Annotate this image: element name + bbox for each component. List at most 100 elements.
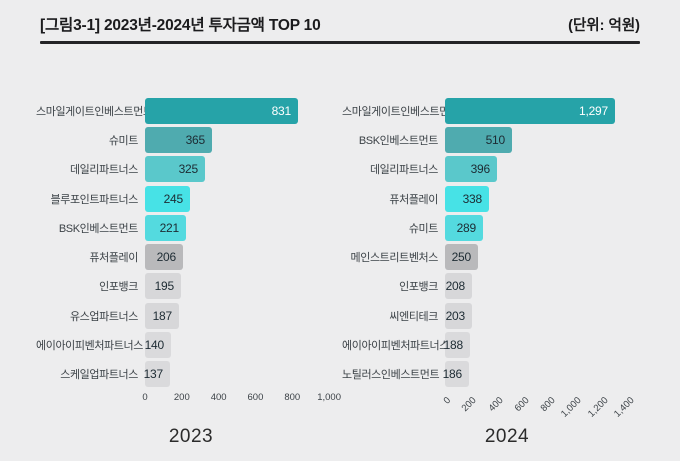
- bar-row: 메인스트리트벤처스 250: [342, 242, 672, 271]
- chart-2024-x-axis: 0 200 400 600 800 1,000 1,200 1,400: [441, 392, 672, 426]
- bar-row: 노틸러스인베스트먼트 186: [342, 360, 672, 389]
- category-label: 슈미트: [108, 134, 139, 147]
- bar: 221: [145, 214, 186, 241]
- bar-track: 140: [144, 332, 346, 359]
- value-label: 289: [456, 220, 477, 235]
- chart-2023-x-axis: 0 200 400 600 800 1,000: [142, 391, 346, 426]
- category-label: 데일리파트너스: [369, 164, 438, 177]
- value-label: 203: [445, 308, 466, 323]
- bar: 188: [443, 332, 470, 359]
- bar: 137: [144, 361, 170, 388]
- value-label: 206: [156, 250, 177, 265]
- x-axis-tick-label: 1,400: [611, 394, 637, 420]
- bar-track: 510: [445, 126, 672, 153]
- category-label: 메인스트리트벤처스: [350, 252, 439, 265]
- bar-track: 206: [145, 244, 346, 271]
- bar-row: 씨엔티테크 203: [342, 301, 672, 330]
- bar-row: 인포뱅크 208: [342, 272, 672, 301]
- value-label: 187: [152, 308, 173, 323]
- bar: 187: [145, 302, 179, 329]
- x-axis-tick-label: 0: [441, 394, 453, 407]
- category-label: 블루포인트파트너스: [50, 193, 139, 206]
- bar-track: 365: [145, 126, 346, 153]
- title-divider: [40, 41, 640, 44]
- bar-track: 221: [145, 214, 346, 241]
- category-label: 스마일게이트인베스트먼트: [36, 105, 145, 118]
- chart-2023: 스마일게이트인베스트먼트 831 슈미트 365 데일리파트너스 325 블루포인트파트너스…: [36, 96, 346, 447]
- category-label: 씨엔티테크: [389, 310, 438, 323]
- x-axis-tick-label: 200: [460, 394, 479, 414]
- category-label: 퓨처플레이: [89, 252, 138, 265]
- bar: 203: [445, 302, 472, 329]
- value-label: 208: [445, 279, 466, 294]
- x-axis-tick-label: 600: [512, 394, 532, 414]
- bar-track: 289: [445, 214, 672, 241]
- bar-track: 245: [145, 185, 346, 212]
- bar: 831: [145, 97, 298, 124]
- bar: 245: [145, 185, 190, 212]
- bar: 365: [145, 126, 212, 153]
- value-label: 245: [163, 191, 184, 206]
- value-label: 325: [178, 162, 199, 177]
- value-label: 250: [451, 250, 472, 265]
- bar-track: 250: [445, 244, 672, 271]
- x-axis-tick-label: 1,200: [585, 394, 611, 420]
- bar: 140: [144, 332, 171, 359]
- figure-title: [그림3-1] 2023년-2024년 투자금액 TOP 10: [40, 17, 321, 34]
- bar-row: BSK인베스트먼트 221: [36, 213, 346, 242]
- bar: 325: [145, 156, 205, 183]
- category-label: 스케일업파트너스: [60, 369, 138, 382]
- bar: 510: [445, 126, 512, 153]
- bar: 206: [145, 244, 183, 271]
- bar-row: 데일리파트너스 396: [342, 155, 672, 184]
- value-label: 195: [154, 279, 175, 294]
- value-label: 365: [185, 132, 206, 147]
- bar-row: 스마일게이트인베스트먼트 1,297: [342, 96, 672, 125]
- category-label: 스마일게이트인베스트먼트: [342, 105, 445, 118]
- bar: 195: [145, 273, 181, 300]
- x-axis-tick-label: 1,000: [559, 394, 584, 420]
- value-label: 186: [442, 367, 463, 382]
- bar: 186: [442, 361, 469, 388]
- category-label: 에이아이피벤처파트너스: [36, 340, 143, 353]
- chart-2023-bars-area: 스마일게이트인베스트먼트 831 슈미트 365 데일리파트너스 325 블루포인트파트너스…: [36, 96, 346, 389]
- bar-track: 396: [445, 156, 672, 183]
- bar: 289: [445, 214, 483, 241]
- bar-track: 325: [145, 156, 346, 183]
- bar: 338: [445, 185, 489, 212]
- bar-track: 188: [443, 332, 672, 359]
- bar: 208: [445, 273, 472, 300]
- value-label: 338: [462, 191, 483, 206]
- category-label: BSK인베스트먼트: [58, 222, 139, 235]
- unit-label: (단위: 억원): [568, 18, 640, 34]
- category-label: 유스업파트너스: [69, 310, 138, 323]
- x-axis-tick-label: 400: [210, 391, 227, 403]
- bar-row: 슈미트 365: [36, 125, 346, 154]
- value-label: 140: [144, 338, 165, 353]
- bar-track: 137: [144, 361, 346, 388]
- value-label: 831: [271, 103, 292, 118]
- category-label: 에이아이피벤처파트너스: [342, 340, 445, 353]
- bar-track: 186: [442, 361, 672, 388]
- bar-track: 187: [145, 302, 346, 329]
- category-label: 슈미트: [408, 222, 439, 235]
- value-label: 396: [470, 162, 491, 177]
- bar-row: 에이아이피벤처파트너스 140: [36, 330, 346, 359]
- bar-row: 슈미트 289: [342, 213, 672, 242]
- x-axis-tick-label: 800: [538, 394, 558, 414]
- bar-track: 195: [145, 273, 346, 300]
- x-axis-tick-label: 1,000: [317, 391, 341, 403]
- bar-row: 데일리파트너스 325: [36, 155, 346, 184]
- category-label: 노틸러스인베스트먼트: [342, 369, 440, 382]
- value-label: 510: [485, 132, 506, 147]
- bar-row: 블루포인트파트너스 245: [36, 184, 346, 213]
- value-label: 188: [443, 338, 464, 353]
- chart-2024: 스마일게이트인베스트먼트 1,297 BSK인베스트먼트 510 데일리파트너스 396 퓨…: [342, 96, 672, 447]
- figure-header: [그림3-1] 2023년-2024년 투자금액 TOP 10 (단위: 억원): [40, 13, 640, 35]
- bar-row: 인포뱅크 195: [36, 272, 346, 301]
- x-axis-tick-label: 0: [142, 391, 148, 403]
- bar-track: 1,297: [445, 97, 672, 124]
- bar-track: 338: [445, 185, 672, 212]
- bar-row: 퓨처플레이 338: [342, 184, 672, 213]
- category-label: BSK인베스트먼트: [358, 134, 439, 147]
